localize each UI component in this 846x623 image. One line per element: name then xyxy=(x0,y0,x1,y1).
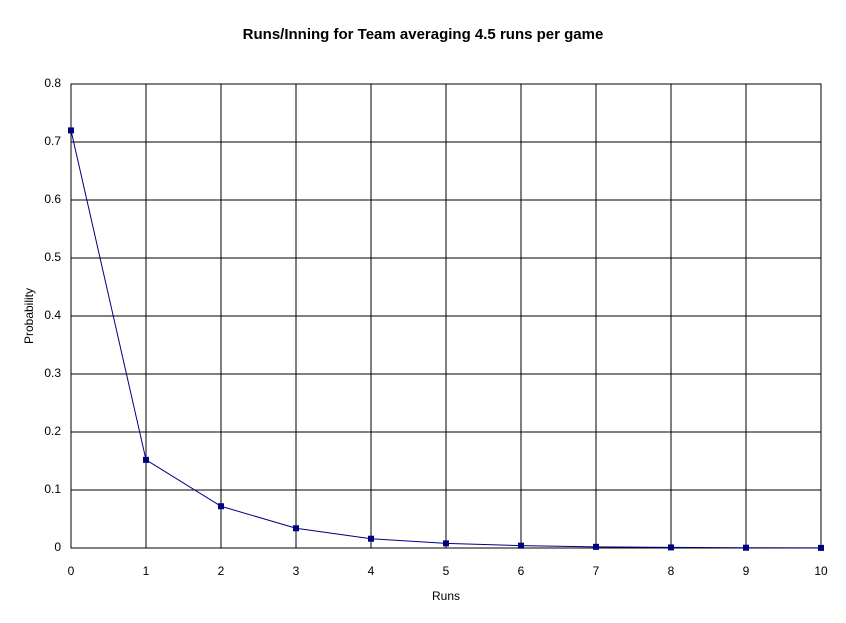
chart-title: Runs/Inning for Team averaging 4.5 runs … xyxy=(243,26,604,43)
y-tick-label: 0.3 xyxy=(44,366,61,380)
data-point xyxy=(818,544,824,551)
data-point xyxy=(443,540,449,547)
x-tick-label: 5 xyxy=(443,564,450,578)
x-tick-label: 8 xyxy=(668,564,675,578)
x-tick-label: 7 xyxy=(593,564,600,578)
x-tick-label: 6 xyxy=(518,564,525,578)
x-tick-label: 0 xyxy=(68,564,75,578)
y-axis-label: Probability xyxy=(22,288,36,344)
data-point xyxy=(293,525,299,532)
y-tick-label: 0.7 xyxy=(44,134,61,148)
data-point xyxy=(668,544,674,551)
y-tick-label: 0.8 xyxy=(44,76,61,90)
y-tick-label: 0.5 xyxy=(44,250,61,264)
x-tick-label: 3 xyxy=(293,564,300,578)
x-axis-label: Runs xyxy=(432,589,460,603)
y-tick-label: 0.6 xyxy=(44,192,61,206)
data-point xyxy=(593,543,599,550)
data-point xyxy=(143,456,149,463)
y-tick-label: 0.1 xyxy=(44,482,61,496)
y-tick-label: 0.2 xyxy=(44,424,61,438)
data-point xyxy=(518,542,524,549)
y-tick-label: 0.4 xyxy=(44,308,61,322)
data-point xyxy=(68,127,74,134)
x-tick-label: 9 xyxy=(743,564,750,578)
x-tick-label: 4 xyxy=(368,564,375,578)
data-point xyxy=(218,503,224,510)
y-tick-label: 0 xyxy=(54,540,61,554)
x-tick-label: 1 xyxy=(143,564,150,578)
data-point xyxy=(368,535,374,542)
data-point xyxy=(743,544,749,551)
x-tick-label: 2 xyxy=(218,564,225,578)
x-tick-label: 10 xyxy=(814,564,828,578)
